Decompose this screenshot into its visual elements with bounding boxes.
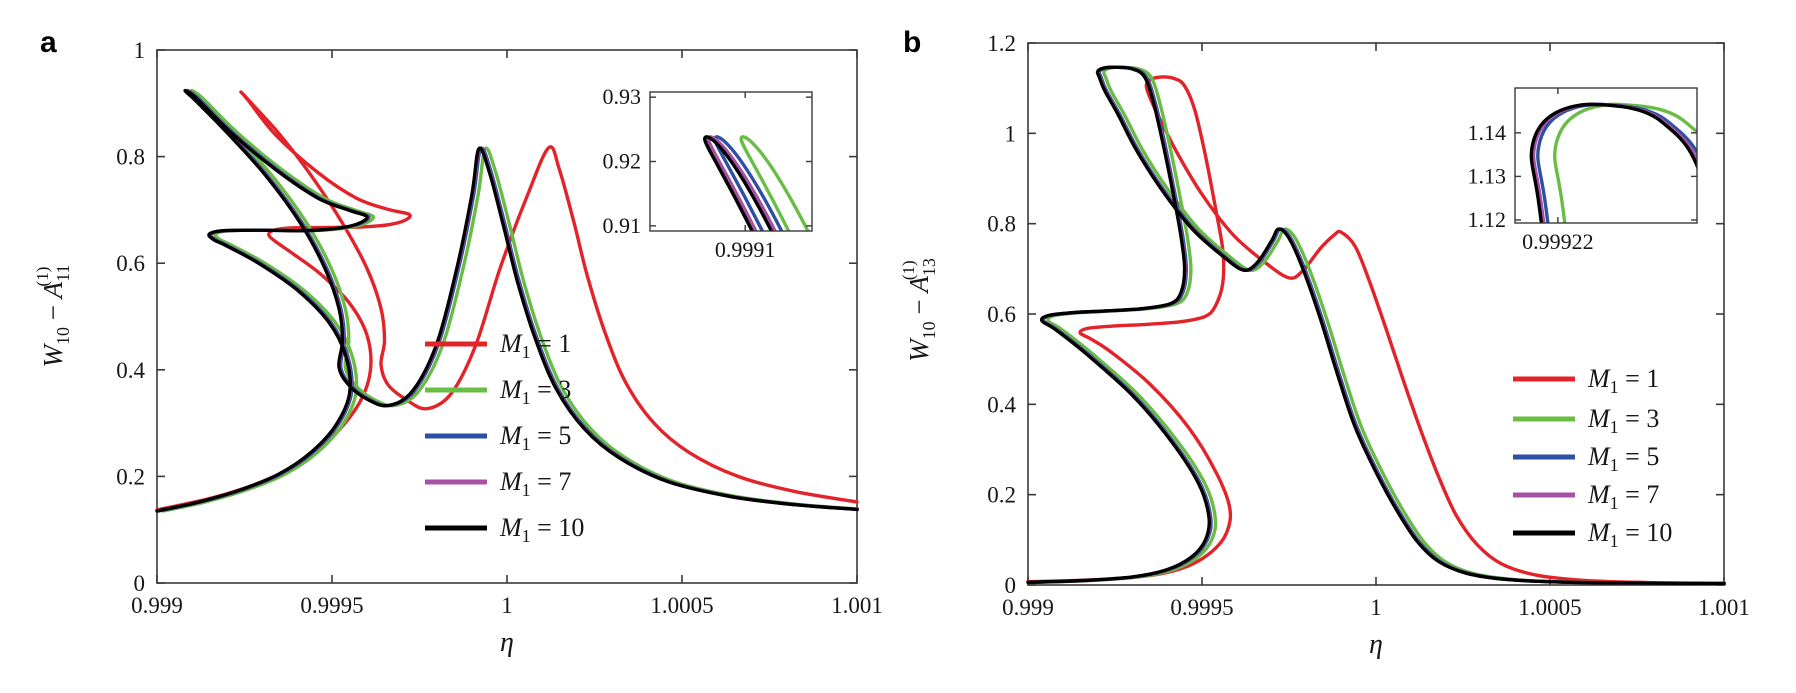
legend-entry-label: M1 = 3 bbox=[1587, 404, 1659, 437]
legend-entry-label: M1 = 1 bbox=[1587, 364, 1659, 397]
x-tick-label: 1 bbox=[1370, 595, 1382, 620]
legend-entry-label: M1 = 1 bbox=[499, 329, 571, 362]
axes-box bbox=[156, 49, 858, 584]
y-tick-label: 0.6 bbox=[116, 251, 145, 276]
x-tick-label: 1 bbox=[501, 593, 513, 618]
y-tick-label: 1.2 bbox=[987, 31, 1016, 56]
curves-group bbox=[155, 88, 859, 513]
curve-b-m110 bbox=[1026, 65, 1726, 586]
x-axis-label: η bbox=[500, 627, 514, 658]
inset-a: 0.9991 0.93 0.92 0.91 bbox=[603, 84, 813, 262]
panel-a: 0.999 0.9995 1 1.0005 1.001 0 0.2 0.4 0.6 0.8 1 η W1… bbox=[33, 38, 883, 658]
x-tick-label: 0.999 bbox=[131, 593, 183, 618]
inset-y-tick-label: 0.93 bbox=[603, 84, 642, 109]
x-tick-label: 1.001 bbox=[1698, 595, 1750, 620]
y-tick-label: 1 bbox=[134, 38, 146, 63]
curve-b-m1-1 bbox=[1026, 75, 1726, 585]
panel-b-label: b bbox=[903, 26, 922, 59]
legend-entry-label: M1 = 7 bbox=[499, 467, 571, 500]
legend-entry-label: M1 = 7 bbox=[1587, 480, 1659, 513]
y-tick-label: 0.2 bbox=[116, 464, 145, 489]
inset-curves bbox=[1529, 102, 1697, 223]
y-tick-label: 0.2 bbox=[987, 483, 1016, 508]
x-tick-label: 0.9995 bbox=[300, 593, 363, 618]
legend-entry-label: M1 = 10 bbox=[1587, 518, 1672, 551]
inset-x-tick-label: 0.99922 bbox=[1522, 229, 1594, 254]
curve-a-m110 bbox=[155, 88, 859, 513]
inset-curve-m15 bbox=[1536, 102, 1697, 223]
legend: M1 = 1 M1 = 3 M1 = 5 M1 = 7 M1 = 10 bbox=[1513, 364, 1672, 551]
y-axis-label: W10 − A11(1) bbox=[33, 264, 73, 367]
y-axis-label: W10 − A13(1) bbox=[899, 258, 939, 362]
y-tick-label: 1 bbox=[1005, 121, 1017, 146]
inset-x-tick-label: 0.9991 bbox=[715, 237, 776, 262]
curves-group bbox=[1026, 65, 1726, 586]
y-tick-label: 0 bbox=[134, 571, 146, 596]
x-tick-label: 1.0005 bbox=[1518, 595, 1581, 620]
inset-y-tick-label: 0.92 bbox=[603, 149, 642, 174]
inset-y-tick-label: 0.91 bbox=[603, 213, 642, 238]
inset-curve-m17 bbox=[1532, 102, 1697, 223]
x-tick-label: 1.0005 bbox=[650, 593, 713, 618]
y-tick-label: 0.8 bbox=[987, 212, 1016, 237]
inset-curve-m13 bbox=[1553, 102, 1697, 223]
inset-b: 0.99922 1.14 1.13 1.12 bbox=[1468, 87, 1698, 254]
panel-b: 0.999 0.9995 1 1.0005 1.001 0 0.2 0.4 0.6 0.8 1 1.2… bbox=[899, 31, 1750, 660]
legend-entry-label: M1 = 5 bbox=[1587, 442, 1659, 475]
inset-curve-m110 bbox=[1529, 102, 1697, 223]
x-tick-label: 1.001 bbox=[831, 593, 883, 618]
y-tick-label: 0.4 bbox=[987, 392, 1016, 417]
y-tick-label: 0.6 bbox=[987, 302, 1016, 327]
inset-y-tick-label: 1.14 bbox=[1468, 120, 1507, 145]
legend-entry-label: M1 = 5 bbox=[499, 421, 571, 454]
inset-y-tick-label: 1.12 bbox=[1468, 207, 1507, 232]
x-tick-label: 0.999 bbox=[1002, 595, 1054, 620]
y-tick-label: 0.8 bbox=[116, 145, 145, 170]
legend: M1 = 1 M1 = 3 M1 = 5 M1 = 7 M1 = 10 bbox=[425, 329, 584, 546]
inset-y-tick-label: 1.13 bbox=[1468, 163, 1507, 188]
x-tick-label: 0.9995 bbox=[1170, 595, 1233, 620]
legend-entry-label: M1 = 3 bbox=[499, 375, 571, 408]
panel-a-label: a bbox=[40, 26, 57, 59]
legend-entry-label: M1 = 10 bbox=[499, 513, 584, 546]
y-tick-label: 0.4 bbox=[116, 358, 145, 383]
y-tick-label: 0 bbox=[1005, 573, 1017, 598]
inset-box bbox=[1514, 87, 1698, 224]
x-axis-label: η bbox=[1369, 629, 1383, 660]
